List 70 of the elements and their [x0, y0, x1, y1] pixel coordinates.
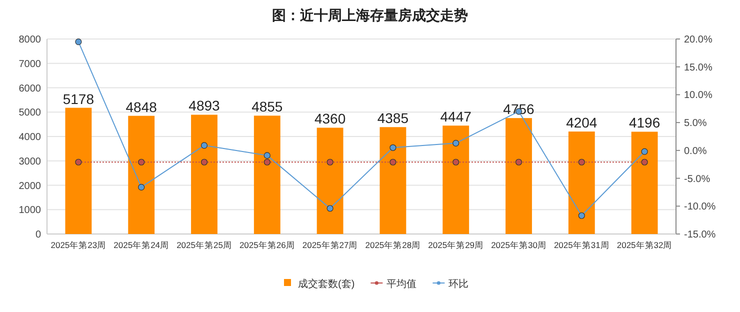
data-label: 4204 [566, 114, 598, 131]
point [200, 142, 208, 149]
x-tick-label: 2025年第24周 [114, 240, 170, 250]
legend-label: 平均值 [386, 278, 417, 290]
bar [316, 128, 344, 234]
point [75, 38, 82, 46]
x-tick-label: 2025年第32周 [616, 240, 672, 250]
data-label: 4447 [440, 108, 472, 125]
y-tick-label: 1000 [18, 205, 42, 216]
legend-label: 成交套数(套) [298, 278, 355, 290]
x-tick-label: 2025年第25周 [176, 240, 232, 250]
x-tick-label: 2025年第27周 [302, 240, 358, 250]
chart-title: 图：近十周上海存量房成交走势 [272, 7, 468, 23]
x-tick-label: 2025年第28周 [365, 240, 421, 250]
point [641, 158, 648, 166]
x-tick-label: 2025年第31周 [554, 240, 610, 250]
data-label: 4893 [188, 98, 220, 114]
y-tick-label: 0 [35, 230, 42, 240]
y-tick-label: 4000 [18, 132, 42, 143]
y2-tick-label: 0.0% [684, 146, 707, 157]
y2-tick-label: 10.0% [684, 90, 712, 102]
bar [568, 132, 595, 234]
x-tick-label: 2025年第29周 [428, 240, 484, 250]
bar [65, 108, 92, 234]
point [326, 158, 334, 166]
point [578, 158, 585, 166]
legend-label: 环比 [448, 278, 469, 290]
y-tick-label: 6000 [18, 83, 42, 94]
x-tick-label: 2025年第26周 [239, 240, 295, 250]
point [390, 158, 396, 166]
data-label: 4756 [503, 101, 535, 118]
point [641, 148, 648, 155]
bar [191, 114, 218, 234]
point [138, 184, 145, 190]
x-tick-label: 2025年第23周 [50, 240, 106, 250]
point [390, 144, 396, 151]
y2-tick-label: -5.0% [684, 174, 710, 185]
bar [254, 116, 280, 234]
data-label: 4385 [377, 110, 409, 126]
point [578, 212, 585, 219]
point [264, 158, 270, 166]
point [75, 158, 82, 166]
point [264, 152, 270, 159]
point [326, 205, 334, 212]
y2-tick-label: -15.0% [684, 230, 716, 240]
point [138, 158, 145, 166]
point [515, 158, 522, 166]
y2-tick-label: 20.0% [684, 34, 712, 46]
y-tick-label: 8000 [18, 34, 42, 46]
point [200, 158, 208, 166]
x-tick-label: 2025年第30周 [491, 240, 546, 250]
data-label: 4855 [252, 98, 283, 115]
data-label: 4360 [314, 110, 346, 127]
bar [380, 127, 406, 234]
bar [631, 132, 658, 234]
y-tick-label: 7000 [18, 58, 42, 70]
y-tick-label: 2000 [18, 180, 42, 192]
bar [128, 116, 155, 234]
data-label: 4196 [628, 114, 660, 131]
y2-tick-label: -10.0% [684, 202, 716, 213]
y-tick-label: 5000 [18, 108, 42, 119]
point [452, 158, 460, 166]
bar [442, 126, 470, 234]
bar [506, 118, 532, 234]
y2-tick-label: 5.0% [684, 118, 707, 130]
data-label: 4848 [126, 98, 158, 115]
y2-tick-label: 15.0% [684, 62, 712, 74]
y-tick-label: 3000 [18, 156, 42, 168]
data-label: 5178 [62, 90, 94, 107]
point [452, 140, 460, 146]
